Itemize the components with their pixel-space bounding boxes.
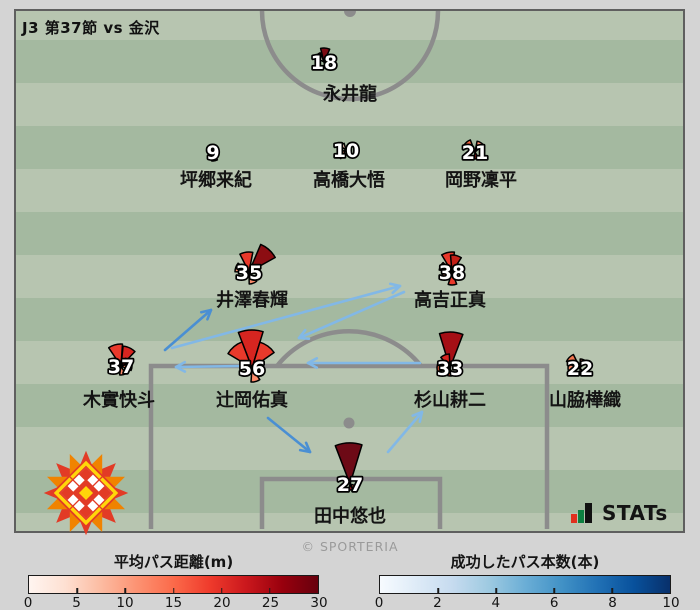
legend-tick-label: 30 bbox=[310, 595, 328, 610]
legend-tick-label: 10 bbox=[662, 595, 680, 610]
player-name-37: 木實快斗 bbox=[83, 390, 155, 411]
legend-tick-mark bbox=[611, 588, 613, 593]
stats-bar-chart-icon bbox=[571, 503, 592, 523]
stats-logo-text: STATs bbox=[602, 501, 668, 525]
player-name-33: 杉山耕二 bbox=[414, 390, 486, 411]
legend-tick-label: 5 bbox=[72, 595, 81, 610]
legend-pass-distance: 平均パス距離(m) 0 5 10 15 20 25 30 bbox=[24, 551, 328, 610]
legend-tick-label: 6 bbox=[549, 595, 559, 610]
player-name-38: 高吉正真 bbox=[414, 290, 486, 311]
legend-pass-count: 成功したパス本数(本) 0 2 4 6 8 10 bbox=[375, 551, 680, 610]
player-name-22: 山脇樺織 bbox=[549, 390, 621, 411]
player-name-35: 井澤春輝 bbox=[216, 290, 288, 311]
player-name-9: 坪郷来紀 bbox=[180, 170, 252, 191]
legend-tick-label: 8 bbox=[608, 595, 617, 610]
legend-tick-mark bbox=[553, 588, 555, 593]
legend-tick-mark bbox=[76, 588, 78, 593]
legend-tick-label: 4 bbox=[491, 595, 501, 610]
legend-tick-mark bbox=[172, 588, 175, 593]
legend-tick-label: 0 bbox=[23, 595, 33, 610]
legend-tick-label: 2 bbox=[433, 595, 442, 610]
player-name-27: 田中悠也 bbox=[314, 506, 386, 527]
player-name-56: 辻岡佑真 bbox=[216, 390, 288, 411]
legend-tick-mark bbox=[124, 588, 127, 593]
legend-distance-colorbar bbox=[28, 575, 319, 594]
page-title: J3 第37節 vs 金沢 bbox=[22, 19, 160, 37]
legend-tick-mark bbox=[495, 588, 497, 593]
legend-count-title: 成功したパス本数(本) bbox=[450, 553, 600, 571]
stats-brand: STATs bbox=[571, 501, 668, 525]
legend-distance-title: 平均パス距離(m) bbox=[113, 553, 234, 571]
club-emblem-icon bbox=[43, 450, 129, 536]
legend-tick-mark bbox=[437, 588, 439, 593]
legend-tick-label: 0 bbox=[374, 595, 384, 610]
player-name-18: 永井龍 bbox=[323, 84, 377, 105]
legend-count-colorbar bbox=[379, 575, 671, 594]
legend-tick-label: 20 bbox=[213, 595, 231, 610]
legend-tick-label: 10 bbox=[116, 595, 134, 610]
legend-tick-mark bbox=[269, 588, 271, 593]
legend-tick-label: 15 bbox=[164, 595, 183, 610]
copyright-watermark: © SPORTERIA bbox=[301, 539, 399, 554]
legend-tick-label: 25 bbox=[261, 595, 280, 610]
player-name-10: 高橋大悟 bbox=[313, 170, 385, 191]
player-name-21: 岡野凜平 bbox=[445, 170, 517, 191]
legend-tick-mark bbox=[220, 588, 223, 593]
